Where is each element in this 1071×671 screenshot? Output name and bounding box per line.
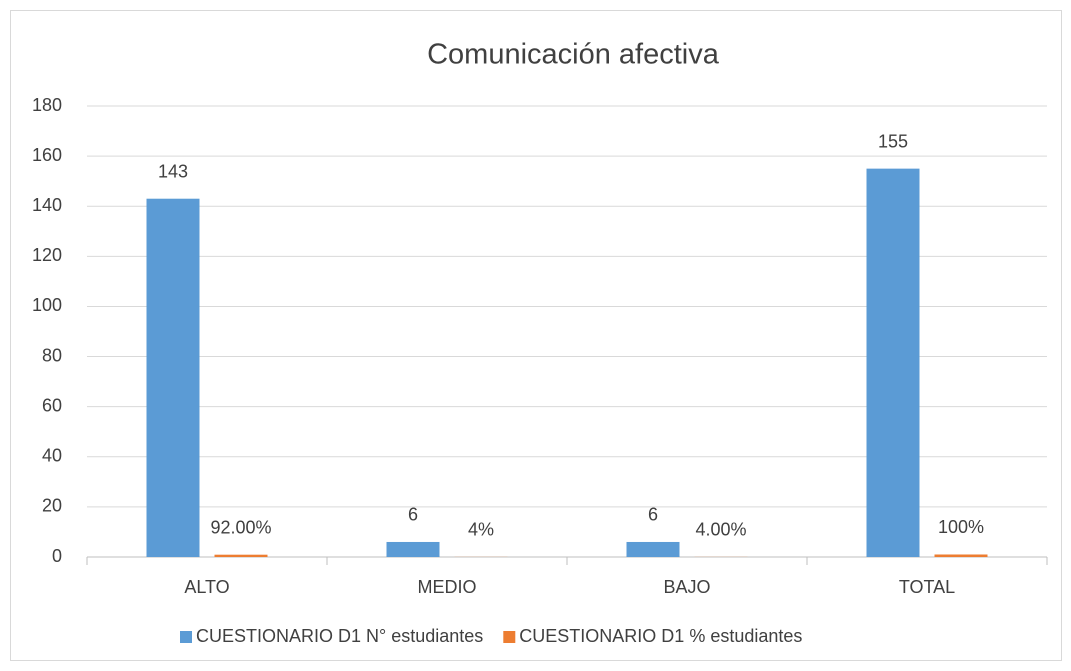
y-tick-label: 0 bbox=[52, 546, 62, 566]
y-tick-label: 180 bbox=[32, 95, 62, 115]
y-tick-label: 80 bbox=[42, 345, 62, 365]
data-label: 6 bbox=[648, 505, 658, 525]
data-label: 92.00% bbox=[210, 517, 271, 537]
y-tick-label: 40 bbox=[42, 446, 62, 466]
data-label: 4% bbox=[468, 520, 494, 540]
data-label: 155 bbox=[878, 131, 908, 151]
bar bbox=[626, 541, 680, 557]
chart-title: Comunicación afectiva bbox=[427, 39, 720, 71]
bar bbox=[386, 541, 440, 557]
bar bbox=[146, 198, 200, 557]
y-tick-label: 140 bbox=[32, 195, 62, 215]
bar bbox=[866, 168, 920, 557]
legend-swatch bbox=[503, 631, 516, 643]
x-tick-label: ALTO bbox=[184, 577, 229, 597]
data-label: 100% bbox=[938, 517, 984, 537]
x-tick-label: MEDIO bbox=[417, 577, 476, 597]
y-tick-label: 20 bbox=[42, 496, 62, 516]
y-tick-label: 100 bbox=[32, 295, 62, 315]
x-tick-label: BAJO bbox=[663, 577, 710, 597]
data-label: 143 bbox=[158, 161, 188, 181]
bar bbox=[934, 554, 988, 557]
bar bbox=[214, 554, 268, 557]
x-tick-label: TOTAL bbox=[899, 577, 955, 597]
data-label: 4.00% bbox=[695, 520, 746, 540]
data-label: 6 bbox=[408, 505, 418, 525]
legend-label: CUESTIONARIO D1 N° estudiantes bbox=[196, 626, 483, 646]
y-tick-label: 60 bbox=[42, 395, 62, 415]
legend-label: CUESTIONARIO D1 % estudiantes bbox=[519, 626, 802, 646]
legend-swatch bbox=[180, 631, 192, 643]
y-tick-label: 160 bbox=[32, 145, 62, 165]
y-tick-label: 120 bbox=[32, 245, 62, 265]
